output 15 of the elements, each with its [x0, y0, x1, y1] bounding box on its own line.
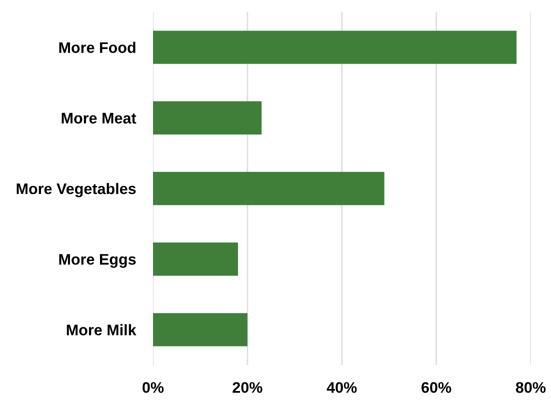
x-tick-label: 80% [516, 382, 546, 393]
bar [153, 101, 262, 134]
y-tick-label: More Food [59, 42, 136, 53]
bar [153, 30, 517, 64]
y-tick-label: More Eggs [59, 254, 136, 268]
bar [153, 242, 238, 276]
y-tick-label: More Milk [66, 324, 136, 336]
y-tick-label: More Vegetables [16, 182, 136, 198]
x-tick-label: 0% [142, 382, 164, 393]
x-tick-label: 60% [422, 382, 452, 393]
bar [153, 172, 384, 206]
bar [153, 313, 248, 346]
x-tick-label: 40% [326, 382, 357, 393]
y-tick-label: More Meat [62, 112, 136, 124]
x-tick-label: 20% [232, 382, 262, 393]
